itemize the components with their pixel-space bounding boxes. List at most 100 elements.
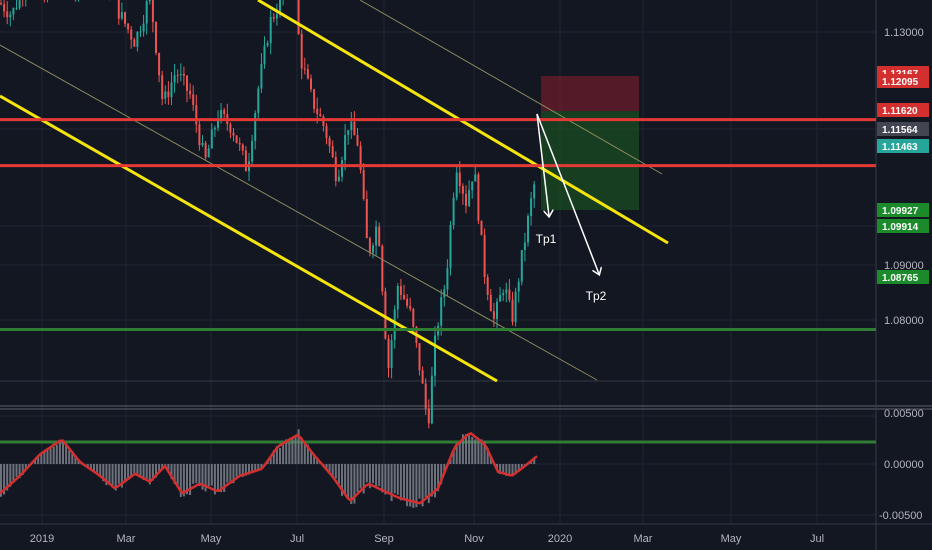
price-tag-1: 1.12095 bbox=[877, 74, 929, 88]
histogram-bar-72 bbox=[223, 464, 226, 493]
lower-channel-line bbox=[0, 44, 598, 381]
histogram-bar-31 bbox=[96, 464, 99, 473]
histogram-bar-134 bbox=[415, 464, 418, 508]
histogram-bar-156 bbox=[483, 441, 486, 464]
candle-body bbox=[223, 109, 226, 115]
candle-157 bbox=[486, 274, 489, 301]
candle-58 bbox=[179, 63, 182, 82]
histogram-bar-153 bbox=[474, 439, 477, 464]
candle-body bbox=[158, 52, 161, 76]
histogram-bar-132 bbox=[409, 464, 412, 507]
price-tag-bg bbox=[877, 122, 929, 136]
histogram-bar-0 bbox=[0, 464, 2, 497]
histogram-bar-44 bbox=[136, 464, 139, 474]
candle-body bbox=[232, 132, 235, 136]
histogram-bar-102 bbox=[316, 459, 319, 464]
candle-86 bbox=[266, 40, 269, 48]
candle-body bbox=[523, 242, 526, 250]
candle-body bbox=[362, 169, 365, 199]
price-tag-4: 1.11463 bbox=[877, 139, 929, 153]
candle-body bbox=[195, 105, 198, 125]
candle-body bbox=[12, 8, 15, 15]
histogram-bar-13 bbox=[40, 453, 43, 464]
candle-101 bbox=[313, 88, 316, 114]
histogram-bar-15 bbox=[46, 449, 49, 464]
candle-body bbox=[390, 340, 393, 368]
date-tick-7: Mar bbox=[634, 533, 653, 545]
histogram-bar-118 bbox=[365, 464, 368, 483]
histogram-bar-24 bbox=[74, 456, 77, 464]
candle-body bbox=[142, 23, 145, 32]
candle-99 bbox=[306, 64, 309, 80]
candle-body bbox=[334, 157, 337, 182]
candle-3 bbox=[9, 11, 12, 27]
candle-54 bbox=[167, 81, 170, 105]
candle-body bbox=[461, 186, 464, 194]
tp2-arrow bbox=[536, 113, 599, 274]
candle-63 bbox=[195, 94, 198, 133]
candle-77 bbox=[238, 137, 241, 151]
histogram-bar-40 bbox=[124, 464, 126, 483]
candle-67 bbox=[207, 144, 210, 158]
histogram-bar-48 bbox=[148, 464, 151, 485]
histogram-bar-34 bbox=[105, 464, 108, 486]
candle-113 bbox=[350, 111, 353, 139]
histogram-bar-41 bbox=[127, 464, 130, 479]
histogram-bar-80 bbox=[248, 464, 250, 475]
candle-body bbox=[434, 335, 436, 376]
candle-51 bbox=[158, 52, 161, 83]
oscillator-tick-0: 0.00500 bbox=[884, 408, 924, 420]
candle-49 bbox=[151, 0, 154, 33]
candle-body bbox=[508, 289, 511, 300]
candle-body bbox=[421, 370, 424, 384]
histogram-bar-32 bbox=[99, 464, 102, 478]
histogram-bar-109 bbox=[337, 464, 340, 485]
price-tag-bg bbox=[877, 203, 929, 217]
candle-body bbox=[396, 286, 399, 310]
price-tag-3: 1.11564 bbox=[877, 122, 929, 136]
histogram-bar-35 bbox=[108, 464, 111, 485]
candle-38 bbox=[117, 0, 120, 25]
histogram-bar-160 bbox=[496, 464, 498, 470]
candle-87 bbox=[269, 10, 272, 55]
candle-body bbox=[499, 295, 502, 302]
histogram-bar-135 bbox=[418, 464, 421, 499]
candle-45 bbox=[139, 25, 142, 37]
candle-82 bbox=[254, 110, 257, 150]
candle-body bbox=[418, 343, 421, 371]
histogram-bar-147 bbox=[455, 443, 458, 464]
candle-2 bbox=[6, 1, 9, 25]
candle-body bbox=[443, 289, 446, 298]
histogram-bar-116 bbox=[359, 464, 362, 489]
date-tick-8: May bbox=[721, 533, 742, 545]
histogram-bar-73 bbox=[226, 464, 229, 483]
lower-trendline bbox=[0, 94, 498, 383]
candle-128 bbox=[396, 283, 399, 319]
histogram-bar-167 bbox=[517, 464, 520, 472]
histogram-bar-20 bbox=[62, 439, 64, 464]
histogram-bar-124 bbox=[384, 464, 387, 495]
candle-body bbox=[148, 0, 151, 2]
price-tag-label: 1.11620 bbox=[882, 106, 918, 117]
histogram-bar-139 bbox=[430, 464, 433, 497]
candle-body bbox=[492, 311, 495, 319]
candle-body bbox=[310, 78, 312, 90]
histogram-bar-54 bbox=[167, 464, 170, 473]
histogram-bar-82 bbox=[254, 464, 257, 472]
histogram-bar-18 bbox=[55, 444, 58, 464]
candle-body bbox=[198, 124, 201, 146]
candle-72 bbox=[223, 107, 226, 119]
histogram-bar-49 bbox=[151, 464, 154, 481]
histogram-bar-108 bbox=[334, 464, 337, 479]
candle-body bbox=[272, 17, 275, 19]
candle-156 bbox=[483, 228, 486, 285]
candle-body bbox=[474, 174, 477, 182]
histogram-bar-50 bbox=[155, 464, 157, 478]
histogram-bar-100 bbox=[310, 451, 312, 464]
histogram-bar-137 bbox=[424, 464, 427, 498]
candle-57 bbox=[176, 69, 179, 84]
candle-42 bbox=[130, 25, 133, 49]
candle-body bbox=[9, 14, 12, 18]
candle-55 bbox=[170, 71, 173, 106]
